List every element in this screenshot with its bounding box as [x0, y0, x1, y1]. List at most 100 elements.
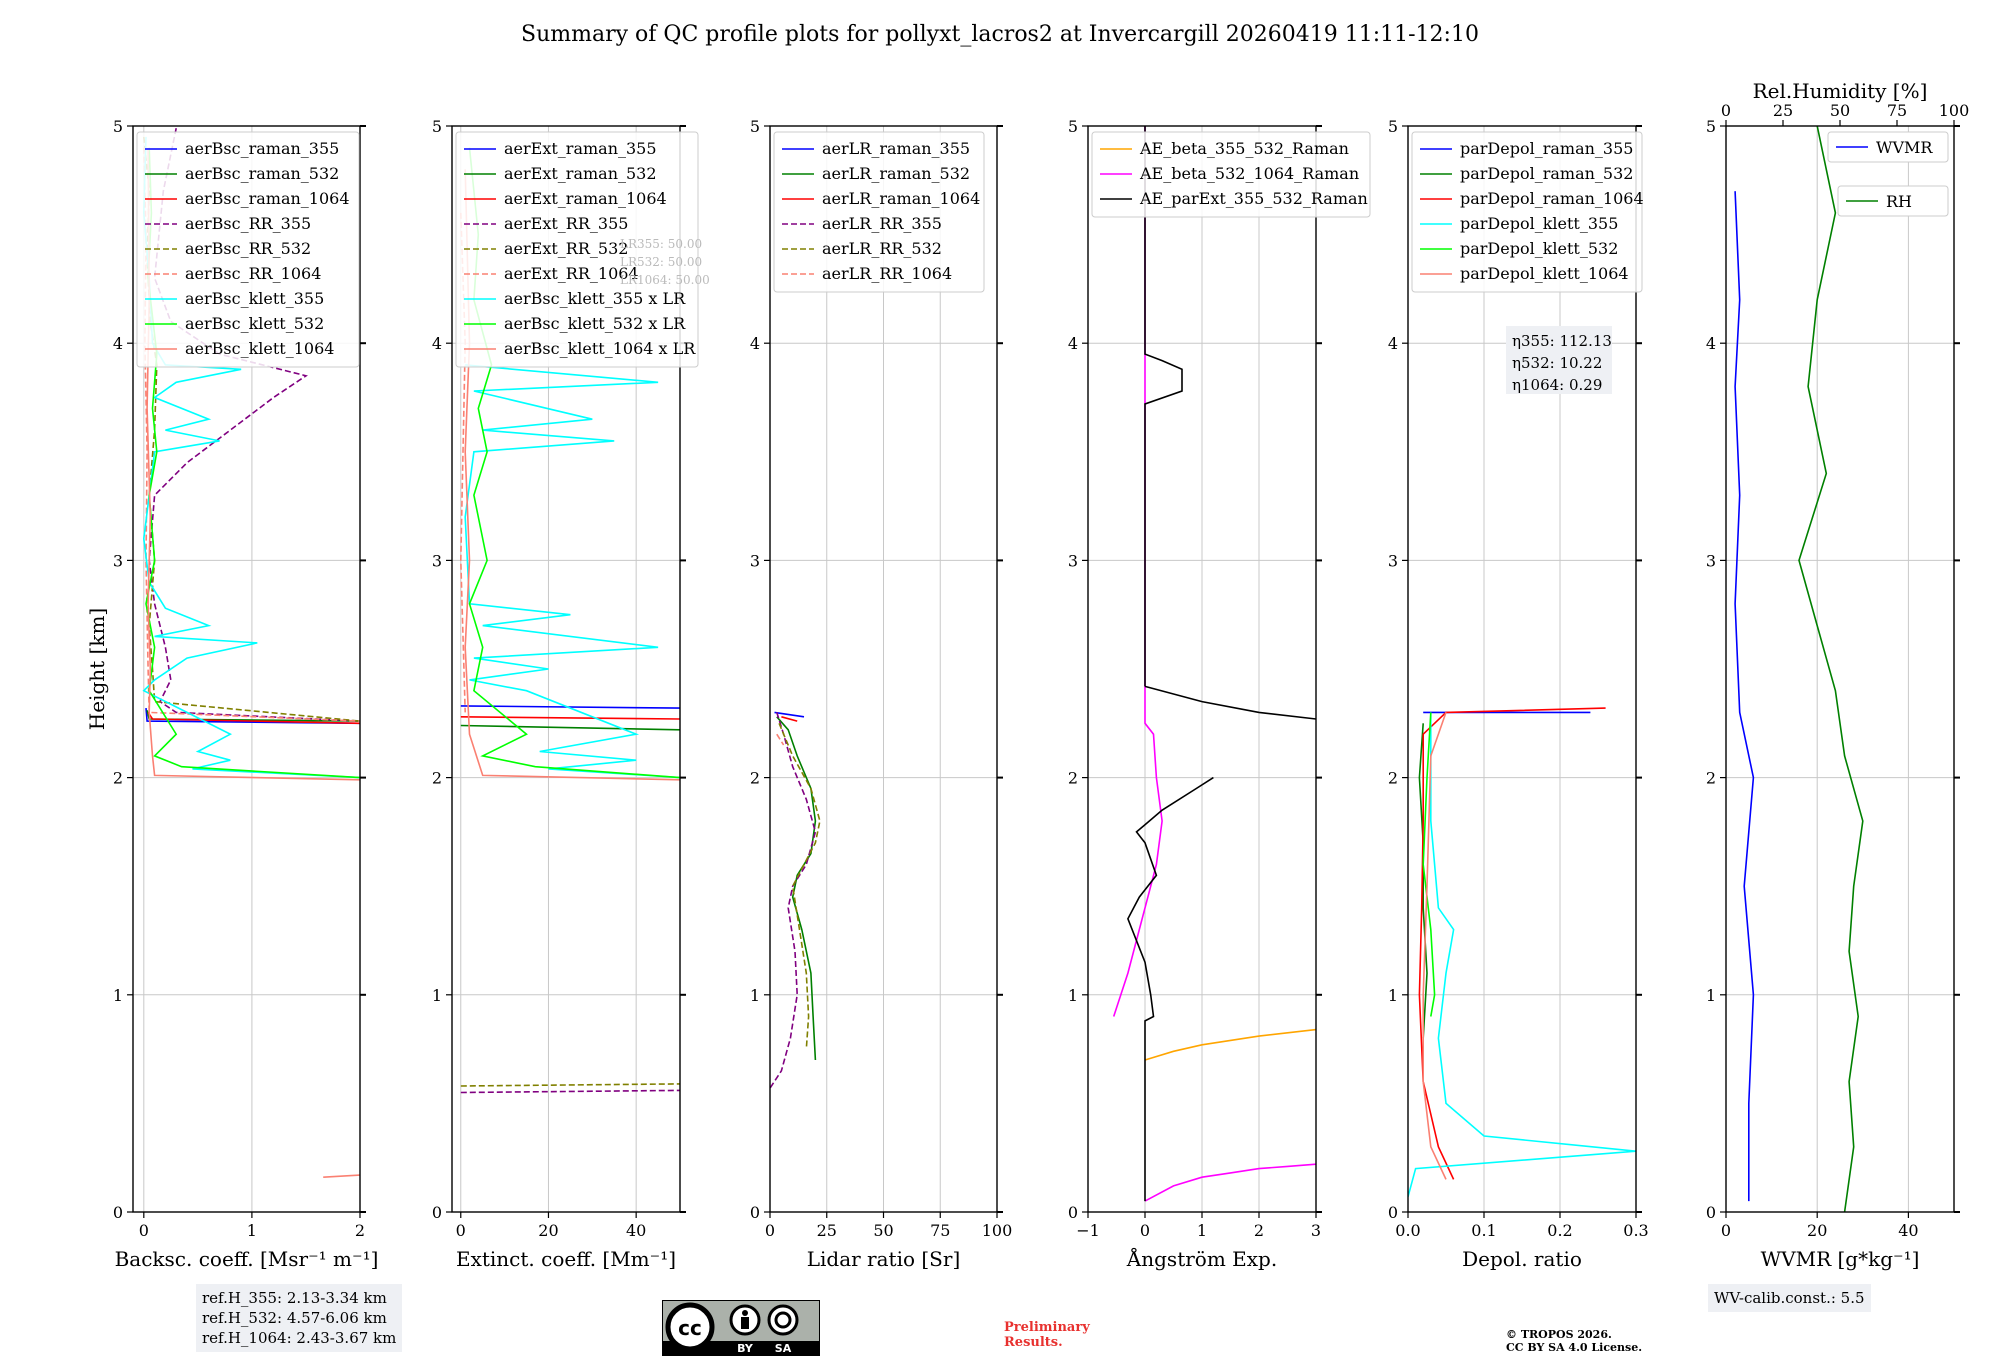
series-line-parDepol_raman_532 — [1418, 723, 1428, 1039]
legend-box — [1827, 131, 1949, 163]
legend-label-parDepol_klett_532: parDepol_klett_532 — [1460, 239, 1618, 258]
y-tick-label: 4 — [1388, 334, 1398, 353]
legend-label-RH: RH — [1886, 192, 1912, 211]
wv-calib-value: WV-calib.const.: 5.5 — [1714, 1289, 1865, 1307]
x-tick-label: 0 — [1140, 1221, 1150, 1240]
top-axis-label: Rel.Humidity [%] — [1753, 79, 1928, 103]
series-line-aerExt_raman_532 — [460, 724, 680, 731]
series-line-aerLR_raman_355 — [774, 711, 805, 718]
y-tick-label: 0 — [113, 1203, 123, 1222]
y-tick-label: 0 — [750, 1203, 760, 1222]
preliminary-notice: Preliminary Results. — [1004, 1320, 1090, 1350]
sa-share-icon — [767, 1304, 799, 1336]
legend-label-aerBsc_RR_1064: aerBsc_RR_1064 — [185, 264, 321, 283]
series-line-parDepol_klett_355 — [1408, 712, 1636, 1198]
y-tick-label: 2 — [1706, 769, 1716, 788]
series-line-extra — [323, 1174, 360, 1178]
y-tick-label: 4 — [113, 334, 123, 353]
x-tick-label: 20 — [1807, 1221, 1827, 1240]
cc-license-logo: cc BY SA — [662, 1300, 820, 1356]
legend-label-aerBsc_klett_532: aerBsc_klett_532 — [185, 314, 324, 333]
panel-bsc — [127, 125, 366, 1218]
legend-box — [1091, 131, 1371, 218]
legend-label-aerExt_raman_532: aerExt_raman_532 — [504, 164, 657, 183]
legend-label-aerLR_RR_355: aerLR_RR_355 — [822, 214, 942, 233]
series-line-aerLR_RR_532 — [778, 722, 821, 1050]
legend-label-aerBsc_klett_1064 x LR: aerBsc_klett_1064 x LR — [504, 339, 696, 358]
y-tick-label: 3 — [113, 551, 123, 570]
x-tick-label: 1 — [1197, 1221, 1207, 1240]
series-line-AE_parExt_355_532_Raman — [1127, 776, 1214, 1202]
legend-label-AE_beta_355_532_Raman: AE_beta_355_532_Raman — [1139, 139, 1349, 158]
x-tick-label: 2 — [355, 1221, 365, 1240]
x-axis-label-ae: Ångström Exp. — [1126, 1246, 1277, 1271]
x-tick-label: 0 — [765, 1221, 775, 1240]
legend-label-aerLR_RR_1064: aerLR_RR_1064 — [822, 264, 952, 283]
lr-annotation: LR1064: 50.00 — [620, 273, 710, 287]
copyright-notice: © TROPOS 2026. CC BY SA 4.0 License. — [1506, 1328, 1642, 1354]
x-tick-label: 25 — [817, 1221, 837, 1240]
eta-annotation: η532: 10.22 — [1512, 354, 1602, 372]
refh-532: ref.H_532: 4.57-6.06 km — [202, 1309, 387, 1327]
x-tick-label: 3 — [1311, 1221, 1321, 1240]
y-tick-label: 4 — [432, 334, 442, 353]
series-line-RH — [1798, 126, 1864, 1212]
series-line-aerLR_RR_355 — [770, 712, 817, 1089]
lr-annotation: LR532: 50.00 — [620, 255, 702, 269]
top-x-tick-label: 100 — [1939, 101, 1970, 120]
x-tick-label: 1 — [247, 1221, 257, 1240]
y-tick-label: 4 — [750, 334, 760, 353]
x-tick-label: 75 — [930, 1221, 950, 1240]
x-tick-label: 40 — [1898, 1221, 1918, 1240]
by-text: BY — [737, 1342, 754, 1355]
series-line-extra — [1112, 126, 1163, 1017]
legend-label-aerBsc_klett_1064: aerBsc_klett_1064 — [185, 339, 334, 358]
series-line-aerExt_raman_1064 — [460, 716, 680, 720]
panel-frame — [132, 125, 361, 1213]
y-axis-label: Height [km] — [85, 608, 109, 730]
y-tick-label: 1 — [1388, 986, 1398, 1005]
x-tick-label: 40 — [626, 1221, 646, 1240]
legend-label-parDepol_raman_1064: parDepol_raman_1064 — [1460, 189, 1644, 208]
series-line-aerExt_raman_355 — [460, 705, 680, 709]
x-axis-label-bsc: Backsc. coeff. [Msr⁻¹ m⁻¹] — [115, 1247, 379, 1271]
x-tick-label: 20 — [538, 1221, 558, 1240]
top-x-tick-label: 25 — [1773, 101, 1793, 120]
series-line-aerLR_RR_1064 — [776, 733, 785, 746]
panel-ae — [1082, 125, 1371, 1218]
y-tick-label: 3 — [1068, 551, 1078, 570]
x-tick-label: 50 — [873, 1221, 893, 1240]
y-tick-label: 5 — [1068, 117, 1078, 136]
sa-text: SA — [775, 1342, 792, 1355]
y-tick-label: 5 — [1706, 117, 1716, 136]
series-line-AE_beta_355_532_Raman — [1144, 1028, 1316, 1061]
legend-label-AE_beta_532_1064_Raman: AE_beta_532_1064_Raman — [1139, 164, 1359, 183]
series-line-extra — [1144, 126, 1183, 687]
legend-label-aerExt_RR_355: aerExt_RR_355 — [504, 214, 628, 233]
legend-label-parDepol_klett_355: parDepol_klett_355 — [1460, 214, 1618, 233]
panel-ext — [446, 125, 699, 1218]
legend-label-aerExt_RR_532: aerExt_RR_532 — [504, 239, 628, 258]
eta-annotation: η1064: 0.29 — [1512, 376, 1602, 394]
legend-label-aerBsc_klett_532 x LR: aerBsc_klett_532 x LR — [504, 314, 686, 333]
legend-label-aerExt_raman_355: aerExt_raman_355 — [504, 139, 657, 158]
lr-annotation: LR355: 50.00 — [620, 237, 702, 251]
panel-depol — [1402, 125, 1643, 1218]
y-tick-label: 1 — [750, 986, 760, 1005]
x-tick-label: 0.1 — [1471, 1221, 1496, 1240]
legend-label-aerLR_raman_1064: aerLR_raman_1064 — [822, 189, 980, 208]
y-tick-label: 3 — [750, 551, 760, 570]
legend-box — [455, 131, 699, 368]
panel-wv — [1720, 120, 1960, 1218]
legend-label-aerLR_raman_532: aerLR_raman_532 — [822, 164, 970, 183]
x-axis-label-depol: Depol. ratio — [1462, 1247, 1582, 1271]
legend-label-WVMR: WVMR — [1876, 138, 1933, 157]
y-tick-label: 2 — [1068, 769, 1078, 788]
top-x-tick-label: 0 — [1721, 101, 1731, 120]
series-line-WVMR — [1734, 191, 1755, 1202]
copyright-line-2: CC BY SA 4.0 License. — [1506, 1341, 1643, 1354]
series-line-aerExt_RR_355 — [460, 1089, 680, 1094]
series-line-aerExt_RR_532 — [460, 1083, 680, 1087]
legend-label-aerExt_raman_1064: aerExt_raman_1064 — [504, 189, 667, 208]
legend-label-aerBsc_klett_355: aerBsc_klett_355 — [185, 289, 324, 308]
